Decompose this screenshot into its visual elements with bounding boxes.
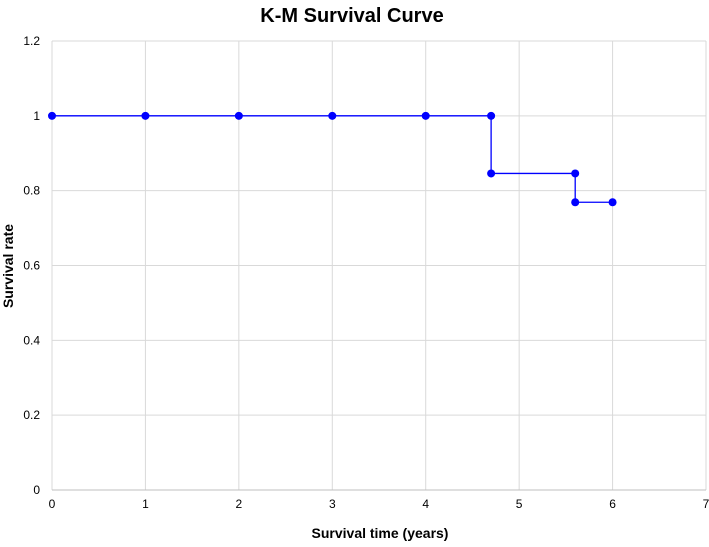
y-tick-label: 1 xyxy=(33,109,40,123)
y-tick-label: 1.2 xyxy=(23,34,40,48)
x-axis-label: Survival time (years) xyxy=(312,525,449,541)
y-tick-label: 0.8 xyxy=(23,184,40,198)
y-axis-label: Survival rate xyxy=(0,224,16,308)
data-point xyxy=(487,111,496,120)
y-tick-label: 0 xyxy=(33,483,40,497)
data-point xyxy=(421,111,430,120)
series-layer xyxy=(48,111,617,207)
data-point xyxy=(608,198,617,207)
survival-step-line xyxy=(52,115,613,203)
grid xyxy=(51,40,707,491)
x-tick-label: 1 xyxy=(142,497,149,511)
x-tick-label: 6 xyxy=(609,497,616,511)
data-point xyxy=(48,111,56,120)
chart-title: K-M Survival Curve xyxy=(260,5,443,27)
y-tick-label: 0.2 xyxy=(23,408,40,422)
data-point xyxy=(141,111,150,120)
y-tick-label: 0.6 xyxy=(23,259,40,273)
x-tick-label: 5 xyxy=(516,497,523,511)
x-tick-label: 2 xyxy=(236,497,243,511)
x-tick-label: 0 xyxy=(49,497,56,511)
data-point xyxy=(571,169,580,178)
y-tick-label: 0.4 xyxy=(23,333,40,347)
x-tick-label: 7 xyxy=(703,497,709,511)
data-point xyxy=(328,111,337,120)
data-point xyxy=(234,111,243,120)
data-point xyxy=(487,169,496,178)
tick-labels: 0 1 2 3 4 5 6 7 0 0.2 0.4 0.6 0.8 1 1.2 xyxy=(23,34,709,511)
x-tick-label: 4 xyxy=(422,497,429,511)
data-point xyxy=(571,198,580,207)
x-tick-label: 3 xyxy=(329,497,336,511)
